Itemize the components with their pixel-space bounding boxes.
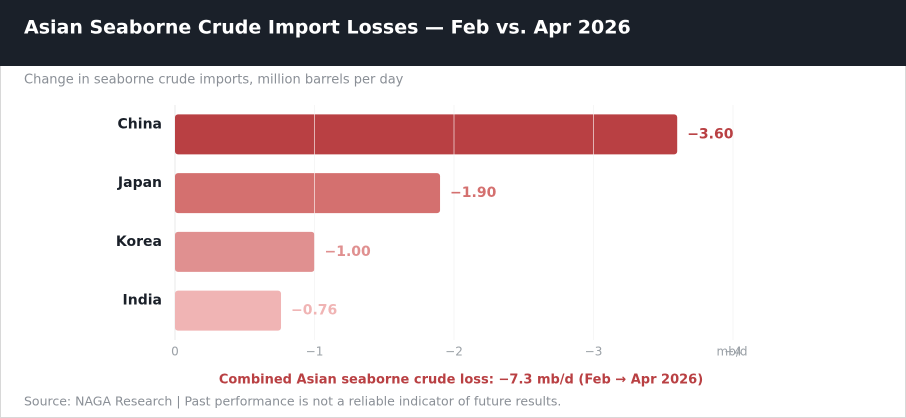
source: Source: NAGA Research | Past performance… — [24, 394, 561, 409]
data-label: −1.90 — [450, 185, 497, 201]
chart-title: Asian Seaborne Crude Import Losses — Feb… — [24, 17, 631, 39]
header — [0, 0, 906, 66]
x-tick-label: −3 — [585, 345, 603, 359]
bar — [175, 231, 315, 272]
x-tick-label: −2 — [445, 345, 463, 359]
bar — [175, 114, 678, 155]
x-axis-label: mb/d — [717, 345, 748, 359]
data-label: −0.76 — [291, 303, 337, 319]
x-tick-label: 0 — [171, 345, 179, 359]
annotation: Combined Asian seaborne crude loss: −7.3… — [219, 373, 703, 388]
y-tick-label: India — [123, 293, 162, 309]
data-label: −3.60 — [687, 126, 734, 142]
x-tick-label: −4 — [724, 345, 742, 359]
bar — [175, 290, 282, 331]
y-tick-label: Japan — [117, 175, 162, 191]
y-tick-label: Korea — [116, 234, 162, 250]
data-label: −1.00 — [325, 244, 372, 260]
y-tick-label: China — [118, 116, 162, 132]
bar — [175, 173, 441, 214]
subtitle: Change in seaborne crude imports, millio… — [24, 73, 404, 88]
x-tick-label: −1 — [306, 345, 324, 359]
